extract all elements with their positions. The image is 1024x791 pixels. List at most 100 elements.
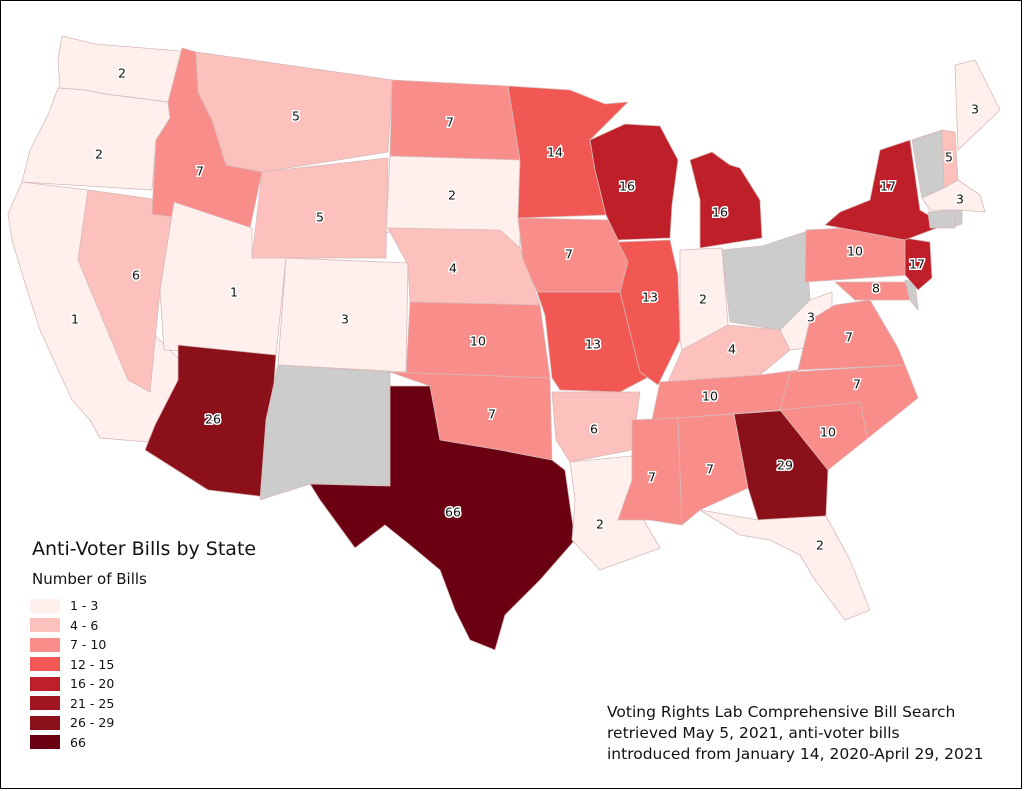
state-tx: [309, 385, 576, 651]
state-label-ks: 10: [470, 334, 486, 349]
legend-item: 16 - 20: [30, 674, 256, 694]
legend: Anti-Voter Bills by State Number of Bill…: [30, 538, 256, 752]
state-al: [677, 413, 749, 526]
state-fl: [699, 509, 871, 621]
state-label-halo-ok: 7: [488, 407, 496, 422]
state-nd: [389, 79, 521, 161]
state-label-id: 7: [196, 164, 204, 179]
state-label-mo: 13: [585, 337, 601, 352]
state-label-nc: 7: [853, 377, 861, 392]
state-label-tx: 66: [445, 505, 461, 520]
state-label-halo-nd: 7: [446, 115, 454, 130]
state-label-halo-ny: 17: [880, 179, 896, 194]
state-ut: [159, 201, 287, 356]
legend-swatch: [30, 715, 60, 730]
state-label-sd: 2: [448, 188, 456, 203]
legend-swatch: [30, 637, 60, 652]
legend-swatch: [30, 735, 60, 750]
legend-swatch: [30, 598, 60, 613]
state-label-halo-la: 2: [596, 517, 604, 532]
legend-item: 1 - 3: [30, 596, 256, 616]
state-label-halo-ky: 4: [728, 342, 736, 357]
state-label-halo-wv: 3: [807, 310, 815, 325]
state-label-halo-md: 8: [872, 281, 880, 296]
state-label-halo-tn: 10: [702, 389, 718, 404]
legend-swatch: [30, 696, 60, 711]
source-note: Voting Rights Lab Comprehensive Bill Sea…: [607, 702, 984, 765]
state-wy: [251, 157, 389, 259]
state-label-halo-ga: 29: [777, 458, 793, 473]
state-label-halo-or: 2: [95, 147, 103, 162]
state-label-halo-il: 13: [642, 290, 658, 305]
legend-swatch: [30, 676, 60, 691]
legend-item: 21 - 25: [30, 694, 256, 714]
state-label-wa: 2: [118, 66, 126, 81]
state-label-ca: 1: [71, 312, 79, 327]
state-label-halo-mi: 16: [712, 205, 728, 220]
state-label-ms: 7: [648, 470, 656, 485]
legend-title: Anti-Voter Bills by State: [32, 538, 257, 560]
state-label-halo-mo: 13: [585, 337, 601, 352]
source-line: retrieved May 5, 2021, anti-voter bills: [607, 724, 900, 742]
state-label-va: 7: [845, 330, 853, 345]
source-line: Voting Rights Lab Comprehensive Bill Sea…: [607, 703, 956, 721]
state-mi: [689, 151, 763, 249]
state-label-ia: 7: [565, 247, 573, 262]
state-label-wv: 3: [807, 310, 815, 325]
state-label-halo-ma: 3: [956, 192, 964, 207]
legend-label: 66: [70, 734, 86, 750]
state-label-il: 13: [642, 290, 658, 305]
state-label-ma: 3: [956, 192, 964, 207]
legend-label: 12 - 15: [70, 656, 115, 672]
state-label-in: 2: [699, 292, 707, 307]
state-label-nv: 6: [132, 268, 140, 283]
legend-item: 12 - 15: [30, 655, 256, 675]
state-label-halo-ks: 10: [470, 334, 486, 349]
state-label-wi: 16: [619, 179, 635, 194]
state-label-ny: 17: [880, 179, 896, 194]
state-label-halo-mt: 5: [292, 109, 300, 124]
state-label-halo-ar: 6: [590, 422, 598, 437]
state-ma: [921, 179, 986, 213]
state-ct: [927, 209, 956, 229]
legend-swatch: [30, 618, 60, 633]
state-label-halo-me: 3: [971, 102, 979, 117]
legend-label: 26 - 29: [70, 715, 115, 731]
state-label-halo-id: 7: [196, 164, 204, 179]
legend-subtitle: Number of Bills: [32, 570, 147, 588]
state-label-wy: 5: [316, 210, 324, 225]
legend-item: 4 - 6: [30, 616, 256, 636]
state-label-halo-nj: 17: [909, 257, 925, 272]
state-label-halo-fl: 2: [816, 538, 824, 553]
state-label-halo-nc: 7: [853, 377, 861, 392]
state-label-halo-wa: 2: [118, 66, 126, 81]
state-me: [954, 59, 1001, 151]
state-label-halo-sc: 10: [820, 425, 836, 440]
legend-item: 66: [30, 733, 256, 753]
state-label-halo-ms: 7: [648, 470, 656, 485]
state-wi: [589, 123, 679, 241]
state-label-halo-ne: 4: [449, 261, 457, 276]
legend-label: 16 - 20: [70, 676, 115, 692]
state-label-ne: 4: [449, 261, 457, 276]
state-label-ky: 4: [728, 342, 736, 357]
legend-item: 26 - 29: [30, 713, 256, 733]
state-label-nj: 17: [909, 257, 925, 272]
legend-label: 21 - 25: [70, 695, 115, 711]
state-az: [144, 344, 277, 498]
state-label-ut: 1: [230, 285, 238, 300]
state-label-halo-wi: 16: [619, 179, 635, 194]
state-label-sc: 10: [820, 425, 836, 440]
state-label-mn: 14: [547, 145, 563, 160]
state-label-halo-sd: 2: [448, 188, 456, 203]
state-or: [21, 87, 171, 191]
state-il: [617, 239, 681, 386]
state-label-mi: 16: [712, 205, 728, 220]
state-label-tn: 10: [702, 389, 718, 404]
state-ar: [551, 391, 641, 463]
state-label-nh: 5: [945, 150, 953, 165]
state-label-az: 26: [205, 412, 221, 427]
state-md: [834, 281, 913, 301]
state-label-halo-in: 2: [699, 292, 707, 307]
state-nm: [259, 364, 391, 501]
